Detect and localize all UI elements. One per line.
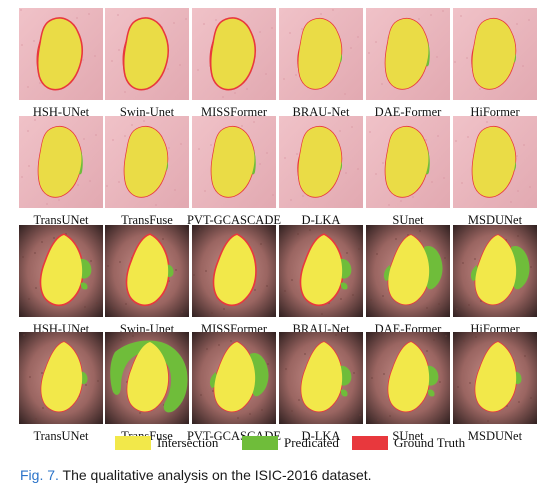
segmentation-overlay-image xyxy=(19,116,103,208)
segmentation-overlay-image xyxy=(453,116,537,208)
legend-label-predicated: Predicated xyxy=(284,435,339,450)
method-label: HSH-UNet xyxy=(32,105,90,119)
method-label: MSDUNet xyxy=(467,213,523,227)
method-label: PVT-GCASCADE xyxy=(186,213,281,227)
segmentation-result-missformer: MISSFormer xyxy=(192,8,276,119)
segmentation-overlay-image xyxy=(192,116,276,208)
segmentation-overlay-image xyxy=(105,8,189,100)
caption-text: The qualitative analysis on the ISIC-201… xyxy=(62,467,372,483)
segmentation-overlay-image xyxy=(279,116,363,208)
segmentation-overlay-image xyxy=(453,225,537,317)
segmentation-result-brau-net: BRAU-Net xyxy=(279,225,363,336)
method-label: MSDUNet xyxy=(467,429,523,443)
method-label: TransFuse xyxy=(121,213,173,227)
segmentation-result-msdunet: MSDUNet xyxy=(453,332,537,443)
method-label: DAE-Former xyxy=(374,105,442,119)
segmentation-overlay-image xyxy=(19,332,103,424)
segmentation-result-transunet: TransUNet xyxy=(19,116,103,227)
segmentation-result-swin-unet: Swin-Unet xyxy=(105,225,189,336)
segmentation-overlay-image xyxy=(19,8,103,100)
segmentation-result-msdunet: MSDUNet xyxy=(453,116,537,227)
segmentation-result-hsh-unet: HSH-UNet xyxy=(19,225,103,336)
segmentation-overlay-image xyxy=(192,8,276,100)
segmentation-overlay-image xyxy=(192,332,276,424)
segmentation-result-d-lka: D-LKA xyxy=(279,332,363,443)
method-label: TransUNet xyxy=(33,429,89,443)
segmentation-overlay-image xyxy=(453,8,537,100)
legend-swatch-intersection xyxy=(115,436,151,450)
segmentation-overlay-image xyxy=(105,225,189,317)
method-label: TransUNet xyxy=(33,213,89,227)
method-label: Swin-Unet xyxy=(119,105,175,119)
segmentation-result-pvt-gcascade: PVT-GCASCADE xyxy=(187,116,281,227)
segmentation-result-sunet: SUnet xyxy=(366,116,450,227)
segmentation-result-transfuse: TransFuse xyxy=(105,116,189,227)
method-label: D-LKA xyxy=(301,429,341,443)
segmentation-overlay-image xyxy=(366,225,450,317)
segmentation-overlay-image xyxy=(105,116,189,208)
legend-label-ground-truth: Ground Truth xyxy=(394,435,466,450)
segmentation-overlay-image xyxy=(105,332,189,424)
segmentation-result-hiformer: HiFormer xyxy=(453,225,537,336)
segmentation-overlay-image xyxy=(453,332,537,424)
segmentation-overlay-image xyxy=(279,8,363,100)
figure-caption: Fig. 7. The qualitative analysis on the … xyxy=(20,467,540,483)
segmentation-result-dae-former: DAE-Former xyxy=(366,8,450,119)
segmentation-result-d-lka: D-LKA xyxy=(279,116,363,227)
figure-number: Fig. 7. xyxy=(20,467,59,483)
segmentation-overlay-image xyxy=(279,332,363,424)
method-label: HiFormer xyxy=(470,105,520,119)
segmentation-overlay-image xyxy=(279,225,363,317)
segmentation-result-hsh-unet: HSH-UNet xyxy=(19,8,103,119)
legend-swatch-ground-truth xyxy=(352,436,388,450)
segmentation-result-transunet: TransUNet xyxy=(19,332,103,443)
method-label: SUnet xyxy=(392,429,424,443)
segmentation-result-missformer: MISSFormer xyxy=(192,225,276,336)
segmentation-overlay-image xyxy=(366,332,450,424)
segmentation-overlay-image xyxy=(366,8,450,100)
segmentation-result-dae-former: DAE-Former xyxy=(366,225,450,336)
legend-label-intersection: Intersection xyxy=(157,435,219,450)
segmentation-result-pvt-gcascade: PVT-GCASCADE xyxy=(187,332,281,443)
segmentation-result-brau-net: BRAU-Net xyxy=(279,8,363,119)
method-label: BRAU-Net xyxy=(292,105,350,119)
segmentation-overlay-image xyxy=(366,116,450,208)
legend: Intersection Predicated Ground Truth xyxy=(0,434,554,452)
segmentation-result-swin-unet: Swin-Unet xyxy=(105,8,189,119)
segmentation-result-transfuse: TransFuse xyxy=(105,332,189,443)
segmentation-result-sunet: SUnet xyxy=(366,332,450,443)
method-label: MISSFormer xyxy=(201,105,267,119)
method-label: D-LKA xyxy=(301,213,341,227)
segmentation-overlay-image xyxy=(192,225,276,317)
segmentation-overlay-image xyxy=(19,225,103,317)
method-label: SUnet xyxy=(392,213,424,227)
legend-swatch-predicated xyxy=(242,436,278,450)
segmentation-result-hiformer: HiFormer xyxy=(453,8,537,119)
